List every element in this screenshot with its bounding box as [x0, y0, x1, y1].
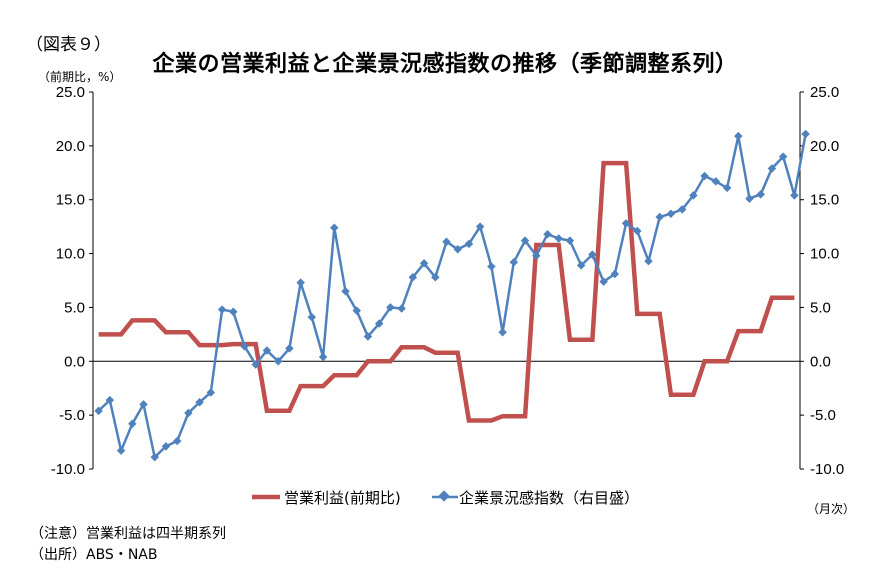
y-tick-label-left: 5.0: [64, 299, 85, 316]
legend-label-index: 企業景況感指数（右目盛）: [459, 489, 639, 507]
data-point-index: [217, 305, 227, 314]
note-line: （出所）ABS・NAB: [30, 547, 158, 563]
y-tick-label-left: -10.0: [51, 461, 85, 478]
data-point-index: [285, 344, 294, 353]
y-tick-label-left: 25.0: [56, 84, 85, 101]
data-point-index: [599, 277, 608, 286]
data-point-index: [397, 304, 406, 313]
data-point-index: [363, 332, 373, 341]
data-point-index: [498, 327, 507, 337]
data-point-index: [240, 341, 249, 351]
data-point-index: [666, 209, 676, 218]
data-point-index: [374, 319, 384, 328]
y-tick-label-left: 10.0: [56, 246, 85, 263]
data-point-index: [296, 278, 305, 287]
y-tick-label-left: -5.0: [59, 407, 85, 424]
data-point-index: [543, 229, 552, 239]
data-point-index: [520, 236, 530, 245]
legend: 営業利益(前期比) 企業景況感指数（右目盛）: [252, 489, 639, 507]
data-point-index: [251, 360, 260, 369]
plot-area: [94, 129, 810, 462]
data-point-index: [756, 190, 765, 199]
y-tick-label-right: -5.0: [810, 407, 836, 424]
data-point-index: [532, 251, 541, 260]
data-point-index: [767, 164, 777, 173]
y-tick-label-left: 15.0: [56, 192, 85, 209]
data-point-index: [790, 191, 799, 200]
data-point-index: [386, 303, 395, 312]
y-tick-label-right: 0.0: [810, 353, 831, 370]
left-axis-unit: （前期比，%）: [38, 70, 122, 84]
data-point-index: [655, 212, 664, 222]
series-line-profit: [98, 160, 795, 423]
y-tick-label-right: 5.0: [810, 299, 831, 316]
data-point-index: [229, 307, 238, 316]
data-point-index: [116, 446, 126, 455]
data-point-index: [475, 222, 485, 231]
data-point-index: [262, 346, 272, 355]
notes: （注意）営業利益は四半期系列 （出所）ABS・NAB: [30, 524, 226, 566]
data-point-index: [487, 262, 496, 271]
data-point-index: [431, 273, 440, 282]
data-point-index: [273, 357, 283, 366]
data-point-index: [565, 236, 575, 245]
data-point-index: [453, 245, 462, 254]
data-point-index: [318, 352, 328, 362]
data-point-index: [307, 312, 317, 322]
y-tick-label-right: 20.0: [810, 138, 839, 155]
y-tick-label-left: 0.0: [64, 353, 85, 370]
data-point-index: [352, 306, 361, 315]
data-point-index: [128, 419, 137, 428]
series-line-index: [97, 133, 807, 459]
data-point-index: [677, 205, 687, 214]
y-tick-label-right: -10.0: [810, 461, 844, 478]
data-point-index: [734, 131, 743, 141]
note-line: （注意）営業利益は四半期系列: [30, 526, 226, 542]
legend-label-profit: 営業利益(前期比): [284, 489, 401, 507]
y-tick-label-right: 25.0: [810, 84, 839, 101]
data-point-index: [172, 436, 182, 446]
right-axis-unit: （月次）: [807, 502, 856, 516]
data-point-index: [745, 194, 754, 203]
data-point-index: [408, 273, 418, 282]
data-point-index: [330, 223, 339, 232]
data-point-index: [195, 397, 204, 407]
y-tick-label-right: 15.0: [810, 192, 839, 209]
data-point-index: [633, 226, 642, 236]
axes: 25.0 20.0 15.0 10.0 5.0 0.0 -5.0 -10.0 25.0 20.0 1…: [51, 84, 844, 478]
data-point-index: [801, 129, 810, 139]
figure-label: （図表９）: [26, 35, 111, 55]
legend-marker-index: [438, 490, 450, 502]
data-point-index: [509, 257, 519, 267]
data-point-index: [554, 234, 563, 243]
y-tick-label-right: 10.0: [810, 246, 839, 263]
y-tick-label-left: 20.0: [56, 138, 85, 155]
data-point-index: [644, 256, 653, 266]
data-point-index: [419, 259, 429, 268]
chart-title: 企業の営業利益と企業景況感指数の推移（季節調整系列）: [152, 52, 738, 77]
data-point-index: [588, 250, 597, 259]
data-point-index: [722, 183, 732, 193]
